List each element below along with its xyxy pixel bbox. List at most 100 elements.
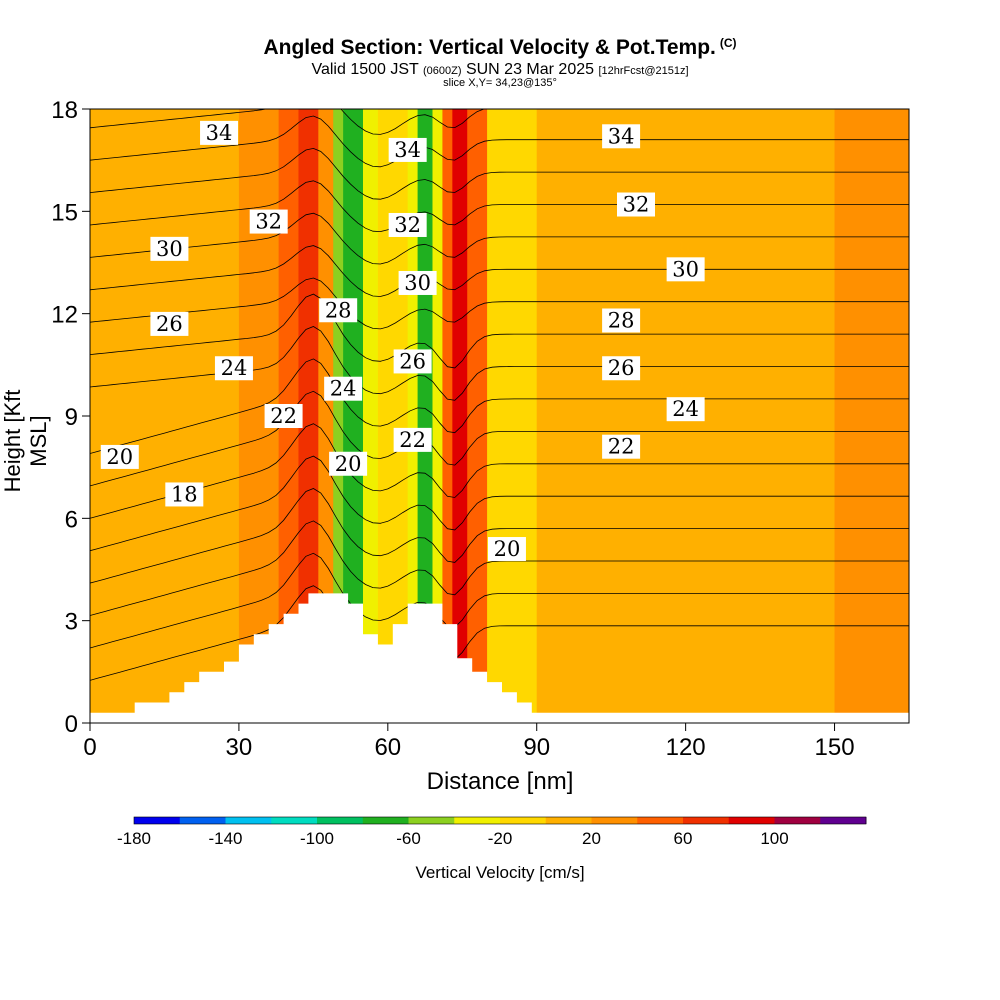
isentrope-label-text: 24	[221, 356, 248, 380]
velocity-band	[760, 109, 836, 723]
isentrope-line	[90, 212, 909, 265]
colorbar: -180 -140 -100 -60 -20 20 60 100	[117, 816, 867, 848]
isentrope-label: 32	[249, 209, 288, 234]
isentrope-label: 30	[398, 270, 437, 295]
isentrope-label-bg	[602, 356, 641, 381]
isentrope-label: 20	[487, 537, 526, 562]
isentrope-label-text: 34	[608, 124, 635, 148]
valid-prefix: Valid 1500 JST	[311, 61, 419, 78]
y-tick-label: 9	[65, 404, 78, 431]
y-tick-label: 12	[51, 302, 78, 329]
isentrope-label-bg	[398, 270, 437, 295]
isentrope-label-text: 26	[156, 312, 183, 336]
colorbar-tick-label: 20	[582, 829, 601, 848]
isentrope-label-text: 26	[399, 349, 426, 373]
x-tick-label: 150	[815, 734, 855, 761]
velocity-band	[333, 109, 344, 723]
isentrope-label-bg	[393, 349, 432, 374]
slice-label: slice X,Y= 34,23@135°	[443, 77, 557, 89]
isentrope-label: 30	[666, 257, 705, 282]
valid-line: Valid 1500 JST (0600Z) SUN 23 Mar 2025 […	[0, 61, 1000, 79]
colorbar-label: Vertical Velocity [cm/s]	[415, 863, 585, 882]
isentrope-line	[90, 585, 909, 681]
isentrope-line	[90, 109, 486, 135]
isentrope-line	[90, 92, 455, 102]
colorbar-tick-label: -140	[208, 829, 242, 848]
x-axis-label: Distance [nm]	[426, 768, 574, 795]
velocity-band	[298, 109, 319, 723]
isentrope-label: 34	[388, 137, 427, 162]
valid-date: SUN 23 Mar 2025	[465, 61, 595, 78]
isentrope-label: 34	[200, 120, 239, 145]
isentrope-label: 24	[324, 376, 363, 401]
isentrope-line	[90, 520, 909, 616]
isentrope-label-bg	[329, 451, 368, 476]
isentrope-label: 34	[602, 124, 641, 148]
isentrope-label: 22	[393, 427, 432, 452]
isentrope-line	[90, 147, 909, 200]
title-tag: (C)	[719, 36, 737, 50]
isentrope-line	[90, 115, 909, 168]
isentrope-label: 26	[602, 356, 641, 381]
colorbar-swatch	[683, 817, 730, 824]
colorbar-swatch	[637, 817, 684, 824]
isentrope-label-bg	[487, 537, 526, 562]
isentrope-label-bg	[249, 209, 288, 234]
colorbar-swatch	[271, 817, 318, 824]
isentrope-label-text: 30	[404, 271, 431, 295]
isentrope-label-text: 30	[156, 237, 183, 261]
velocity-band	[377, 109, 409, 723]
isentrope-label-bg	[602, 308, 641, 333]
colorbar-tick-label: 60	[674, 829, 693, 848]
isentrope-label-text: 28	[325, 298, 352, 322]
isentrope-label: 24	[214, 356, 253, 381]
isentrope-labels: 18 20 20 20 22 22 22 24 24 24 26 26 26 28 28 30 30 30 32 32…	[100, 120, 705, 562]
isentrope-label: 18	[165, 482, 204, 507]
colorbar-frame	[133, 816, 867, 825]
isentrope-label-text: 24	[330, 377, 357, 401]
isentrope-line	[90, 390, 909, 487]
velocity-band	[407, 109, 419, 723]
isentrope-label-bg	[602, 434, 641, 459]
isentrope-label-text: 22	[270, 404, 297, 428]
velocity-band	[432, 109, 444, 723]
isentrope-label: 26	[150, 311, 189, 336]
isentrope-label: 22	[264, 404, 303, 428]
colorbar-swatch	[317, 817, 364, 824]
isentrope-line	[90, 245, 909, 297]
velocity-band	[536, 109, 687, 723]
isentrope-label: 30	[150, 236, 189, 261]
isentrope-label-bg	[264, 404, 303, 428]
isentrope-label: 24	[666, 397, 705, 422]
velocity-band	[452, 109, 468, 723]
velocity-band	[343, 109, 364, 723]
velocity-band	[442, 109, 453, 723]
isentrope-label-text: 20	[335, 452, 362, 476]
colorbar-swatch	[728, 817, 775, 824]
isentrope-line	[90, 180, 909, 233]
x-tick-label: 0	[83, 734, 96, 761]
isentrope-label: 20	[100, 444, 139, 469]
colorbar-tick-label: -180	[117, 829, 151, 848]
isentrope-label-bg	[150, 236, 189, 261]
isentrope-label-text: 32	[255, 210, 282, 234]
isentrope-line	[90, 423, 909, 519]
isentrope-line	[90, 293, 909, 369]
isentrope-label-text: 28	[608, 308, 635, 332]
colorbar-swatch	[774, 817, 821, 824]
x-tick-label: 60	[374, 734, 401, 761]
velocity-band	[834, 109, 909, 723]
isentrope-line	[90, 277, 909, 330]
valid-utc: (0600Z)	[422, 65, 462, 77]
y-axis-label: Height [Kft MSL]	[0, 389, 51, 493]
y-tick-label: 15	[51, 199, 78, 226]
forecast-label: [12hrFcst@2151z]	[598, 65, 689, 77]
velocity-band	[467, 109, 488, 723]
colorbar-tick-label: -20	[488, 829, 513, 848]
isentrope-label-text: 20	[494, 537, 521, 561]
colorbar-swatch	[179, 817, 226, 824]
isentrope-line	[90, 455, 909, 552]
isentrope-label-bg	[100, 444, 139, 469]
isentrope-label-bg	[388, 137, 427, 162]
